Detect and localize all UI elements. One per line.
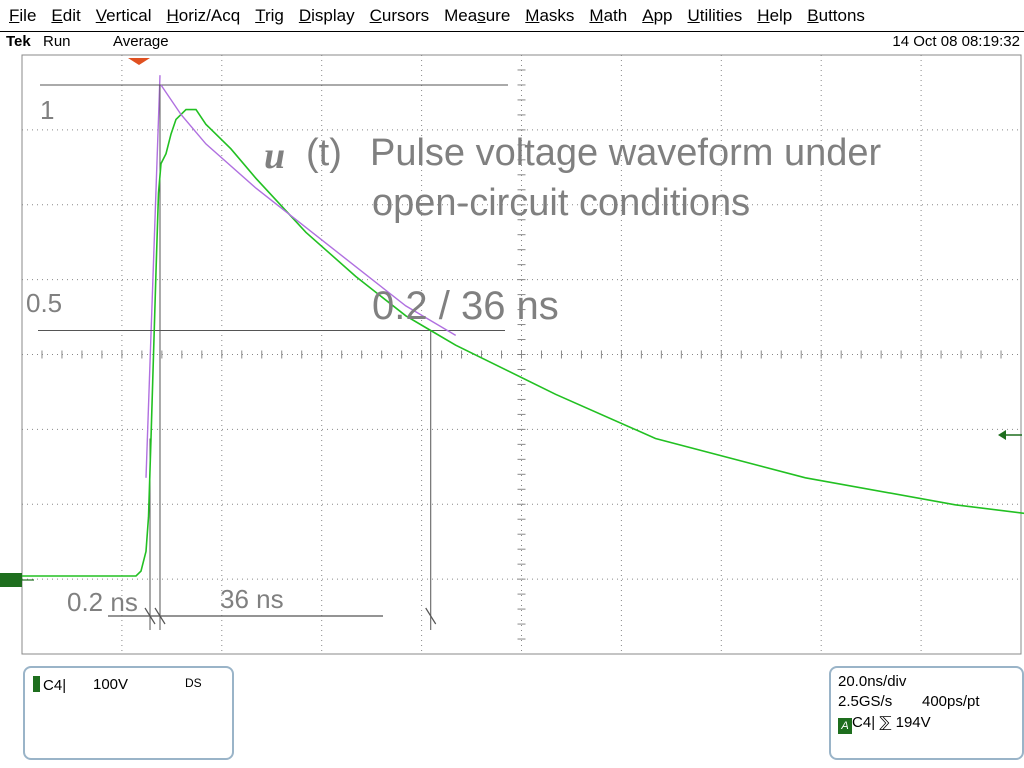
title-line-2: open-circuit conditions: [372, 182, 751, 224]
menu-utilities[interactable]: Utilities: [687, 5, 743, 25]
trigger-channel: C4: [852, 714, 872, 731]
menu-file[interactable]: File: [9, 5, 37, 25]
waveform-display[interactable]: [0, 52, 1024, 664]
date-time: 14 Oct 08 08:19:32: [892, 33, 1020, 50]
brand-logo: Tek: [6, 33, 31, 50]
channel-name: C4: [43, 677, 63, 694]
acquisition-mode[interactable]: Average: [113, 33, 169, 50]
trigger-level: 194V: [895, 714, 931, 731]
trigger-position-marker[interactable]: [128, 58, 150, 65]
title-symbol: u: [264, 135, 286, 177]
menu-bar: File Edit Vertical Horiz/Acq Trig Display Curs…: [0, 0, 1024, 32]
waveform-trace-c4: [0, 108, 1024, 577]
menu-buttons[interactable]: Buttons: [807, 5, 865, 25]
level-label-half: 0.5: [26, 288, 63, 318]
fall-time-label: 36 ns: [220, 584, 284, 614]
menu-help[interactable]: Help: [757, 5, 793, 25]
graticule: [21, 54, 1022, 655]
dimension-tick: [425, 607, 437, 625]
fit-rise-line: [145, 75, 161, 478]
menu-cursors[interactable]: Cursors: [369, 5, 430, 25]
coupling-indicator: DS: [185, 676, 202, 690]
menu-masks[interactable]: Masks: [525, 5, 575, 25]
menu-trig[interactable]: Trig: [255, 5, 284, 25]
title-argument: (t): [306, 132, 342, 174]
menu-math[interactable]: Math: [589, 5, 628, 25]
status-bar: Tek Run Average 14 Oct 08 08:19:32: [0, 32, 1024, 52]
menu-app[interactable]: App: [642, 5, 673, 25]
run-state[interactable]: Run: [43, 33, 71, 50]
trigger-readout: A C4| ⅀ 194V: [838, 713, 931, 734]
menu-horiz-acq[interactable]: Horiz/Acq: [166, 5, 241, 25]
channel-indicator: C4|: [33, 676, 66, 694]
timing-label: 0.2 / 36 ns: [372, 284, 559, 328]
menu-measure[interactable]: Measure: [444, 5, 511, 25]
trigger-level-marker[interactable]: [998, 430, 1022, 440]
fitted-curve: [160, 84, 457, 337]
dimension-tick: [154, 607, 166, 625]
rise-time-label: 0.2 ns: [67, 587, 138, 617]
channel-ground-marker[interactable]: [0, 573, 34, 587]
trigger-flag-icon: A: [838, 718, 852, 734]
menu-edit[interactable]: Edit: [51, 5, 81, 25]
channel-readout-panel[interactable]: C4| 100V DS: [23, 666, 234, 760]
level-label-1: 1: [40, 95, 55, 125]
channel-flag-icon: [33, 676, 40, 692]
horizontal-scale: 20.0ns/div: [838, 673, 907, 690]
sample-rate: 2.5GS/s: [838, 693, 893, 710]
dimension-tick: [144, 607, 156, 625]
vertical-scale: 100V: [93, 676, 129, 693]
record-resolution: 400ps/pt: [922, 693, 980, 710]
menu-display[interactable]: Display: [298, 5, 355, 25]
rising-edge-icon: ⅀: [879, 714, 892, 731]
title-line-1: Pulse voltage waveform under: [370, 132, 882, 174]
timebase-readout-panel[interactable]: 20.0ns/div 2.5GS/s 400ps/pt A C4| ⅀ 194V: [829, 666, 1024, 760]
menu-vertical[interactable]: Vertical: [95, 5, 152, 25]
